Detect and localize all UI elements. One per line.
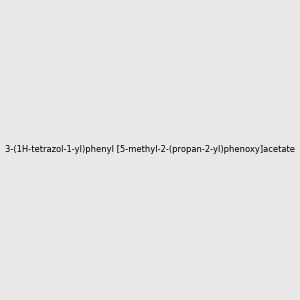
Text: 3-(1H-tetrazol-1-yl)phenyl [5-methyl-2-(propan-2-yl)phenoxy]acetate: 3-(1H-tetrazol-1-yl)phenyl [5-methyl-2-(… bbox=[5, 146, 295, 154]
